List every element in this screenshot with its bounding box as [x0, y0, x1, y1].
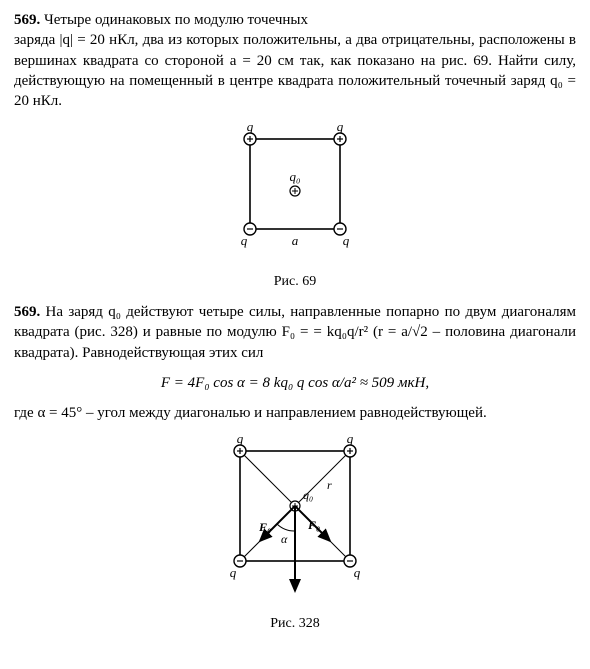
svg-text:F₀: F₀ [258, 520, 271, 534]
svg-text:q₀: q₀ [303, 488, 313, 502]
svg-text:α: α [281, 532, 288, 546]
fig69-caption: Рис. 69 [14, 273, 576, 292]
svg-text:q: q [354, 565, 361, 580]
svg-text:q: q [241, 233, 248, 248]
solution-formula: F = 4F₀ cos α = 8 kq₀ q cos α/a² ≈ 509 м… [14, 373, 576, 393]
figure-328: q q q q q₀ r F₀ F₀ α [14, 431, 576, 611]
solution-para2: где α = 45° – угол между диагональю и на… [14, 403, 576, 423]
svg-text:r: r [327, 478, 332, 492]
solution-number: 569. [14, 304, 40, 320]
fig328-caption: Рис. 328 [14, 615, 576, 634]
figure-69: q q q q q₀ a [14, 119, 576, 269]
fig328-svg: q q q q q₀ r F₀ F₀ α [205, 431, 385, 611]
svg-text:q: q [247, 119, 254, 134]
svg-text:q: q [343, 233, 350, 248]
problem-rest: заряда |q| = 20 нКл, два из которых поло… [14, 32, 576, 109]
svg-text:F₀: F₀ [307, 518, 320, 532]
problem-number: 569. [14, 12, 40, 28]
fig69-svg: q q q q q₀ a [220, 119, 370, 269]
solution-text1: На заряд q₀ действуют четыре силы, напра… [14, 304, 576, 361]
problem-line1: Четыре одинаковых по модулю точечных [44, 12, 308, 28]
svg-text:q: q [230, 565, 237, 580]
svg-text:q: q [237, 431, 244, 446]
problem-statement: 569. Четыре одинаковых по модулю точечны… [14, 10, 576, 111]
svg-text:q: q [337, 119, 344, 134]
svg-text:q₀: q₀ [289, 169, 300, 184]
svg-text:a: a [292, 233, 299, 248]
svg-text:q: q [347, 431, 354, 446]
solution-para1: 569. На заряд q₀ действуют четыре силы, … [14, 302, 576, 363]
